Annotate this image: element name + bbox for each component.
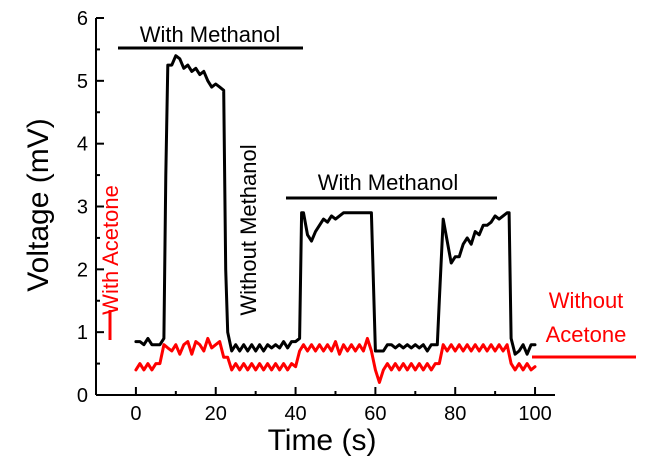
x-tick-label: 20 [205, 403, 227, 425]
series-layer [134, 54, 537, 384]
with-acetone-label: With Acetone [98, 185, 123, 315]
acetone-series-line [134, 336, 537, 384]
x-axis-label: Time (s) [268, 424, 377, 457]
y-tick-label: 3 [77, 197, 88, 219]
y-tick-label: 1 [77, 322, 88, 344]
annotations-layer: With Methanol With Methanol Without Meth… [98, 22, 636, 359]
with-methanol-2-label: With Methanol [318, 170, 459, 195]
x-tick-label: 100 [518, 403, 551, 425]
y-axis-label: Voltage (mV) [22, 118, 55, 291]
y-tick-label: 2 [77, 259, 88, 281]
x-tick-label: 40 [284, 403, 306, 425]
without-methanol-label: Without Methanol [236, 144, 261, 315]
without-acetone-label-line2: Acetone [546, 322, 627, 347]
y-tick-label: 5 [77, 71, 88, 93]
y-tick-label: 6 [77, 8, 88, 30]
x-tick-label: 80 [444, 403, 466, 425]
y-tick-label: 4 [77, 134, 88, 156]
methanol-series-line [134, 54, 537, 356]
without-acetone-label-line1: Without [549, 288, 624, 313]
x-tick-label: 0 [130, 403, 141, 425]
with-methanol-1-label: With Methanol [140, 22, 281, 47]
x-tick-label: 60 [364, 403, 386, 425]
y-tick-label: 0 [77, 385, 88, 407]
